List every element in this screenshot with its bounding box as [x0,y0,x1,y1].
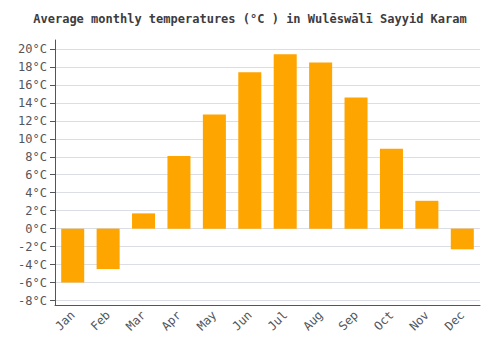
svg-text:4°C: 4°C [25,186,47,200]
svg-text:May: May [194,308,219,333]
svg-text:Feb: Feb [88,308,113,333]
svg-text:0°C: 0°C [25,222,47,236]
svg-text:Average monthly temperatures (: Average monthly temperatures (°C ) in Wu… [33,12,466,26]
svg-text:Oct: Oct [371,308,396,333]
svg-text:-2°C: -2°C [18,240,47,254]
svg-text:Mar: Mar [123,308,148,333]
svg-text:-4°C: -4°C [18,258,47,272]
svg-text:14°C: 14°C [18,96,47,110]
svg-text:16°C: 16°C [18,78,47,92]
svg-text:Jan: Jan [52,308,77,333]
svg-text:Sep: Sep [336,308,361,333]
svg-text:Nov: Nov [407,308,432,333]
svg-text:18°C: 18°C [18,60,47,74]
svg-text:10°C: 10°C [18,132,47,146]
svg-text:Dec: Dec [442,308,467,333]
svg-text:Jun: Jun [230,308,255,333]
svg-text:-6°C: -6°C [18,276,47,290]
svg-text:8°C: 8°C [25,150,47,164]
svg-text:12°C: 12°C [18,114,47,128]
svg-text:2°C: 2°C [25,204,47,218]
svg-text:6°C: 6°C [25,168,47,182]
svg-text:Apr: Apr [159,308,184,333]
svg-text:-8°C: -8°C [18,294,47,308]
svg-text:20°C: 20°C [18,42,47,56]
svg-text:Jul: Jul [265,308,290,333]
svg-text:Aug: Aug [300,308,325,333]
